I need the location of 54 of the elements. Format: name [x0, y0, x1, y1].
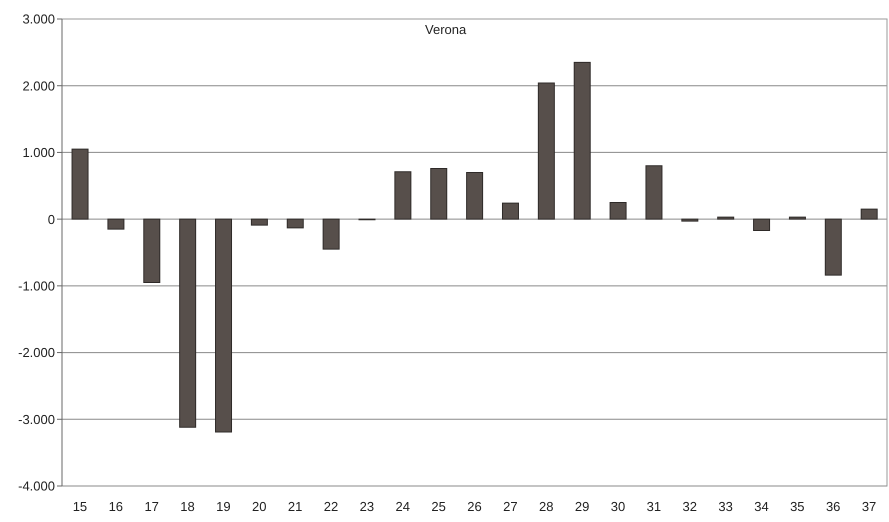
bar	[538, 82, 555, 220]
y-tick-label: 1.000	[22, 145, 55, 160]
bar	[681, 218, 698, 222]
y-tick-label: -1.000	[18, 278, 55, 294]
x-tick-label: 32	[682, 499, 697, 514]
bar	[107, 218, 124, 230]
x-tick-label: 22	[324, 499, 338, 514]
x-tick-label: 16	[108, 499, 124, 514]
x-tick-label: 34	[754, 499, 769, 514]
y-tick-label: 3.000	[22, 12, 55, 27]
bar	[250, 218, 268, 226]
x-tick-label: 30	[610, 499, 626, 514]
x-tick-label: 17	[144, 499, 159, 514]
bar	[466, 172, 484, 220]
x-tick-label: 23	[360, 499, 374, 514]
x-tick-label: 35	[790, 499, 805, 514]
y-tick-label: -2.000	[18, 345, 55, 360]
bar	[215, 218, 232, 432]
x-tick-label: 21	[288, 499, 302, 514]
x-tick-label: 24	[396, 499, 410, 514]
x-tick-label: 37	[862, 499, 876, 514]
x-tick-label: 36	[826, 499, 840, 514]
bar	[502, 202, 519, 220]
y-tick-label: 2.000	[22, 78, 55, 94]
y-tick-label: 0	[48, 212, 55, 227]
x-tick-label: 20	[252, 499, 267, 514]
x-tick-label: 15	[72, 499, 88, 514]
bar	[717, 216, 734, 220]
bar	[574, 62, 591, 220]
bar	[179, 218, 196, 428]
bar	[610, 202, 627, 220]
bar	[753, 218, 770, 231]
x-tick-label: 27	[503, 499, 518, 514]
y-tick-label: -3.000	[18, 412, 55, 427]
x-tick-label: 25	[431, 499, 446, 514]
bar	[322, 218, 340, 250]
bar	[143, 218, 160, 284]
x-tick-label: 28	[539, 499, 554, 514]
x-tick-label: 19	[216, 499, 231, 514]
x-tick-label: 29	[574, 499, 590, 514]
x-tick-label: 33	[718, 499, 733, 514]
bar	[645, 165, 662, 220]
x-tick-label: 31	[646, 499, 662, 514]
x-tick-label: 26	[467, 499, 482, 514]
bar	[824, 218, 842, 276]
y-tick-label: -4.000	[18, 478, 55, 494]
bar	[430, 168, 448, 220]
bar	[286, 218, 304, 228]
bar	[860, 208, 878, 220]
bar	[394, 171, 412, 220]
bar	[72, 148, 89, 220]
bar	[788, 216, 806, 220]
x-tick-label: 18	[180, 499, 195, 514]
chart-title: Verona	[425, 22, 467, 37]
